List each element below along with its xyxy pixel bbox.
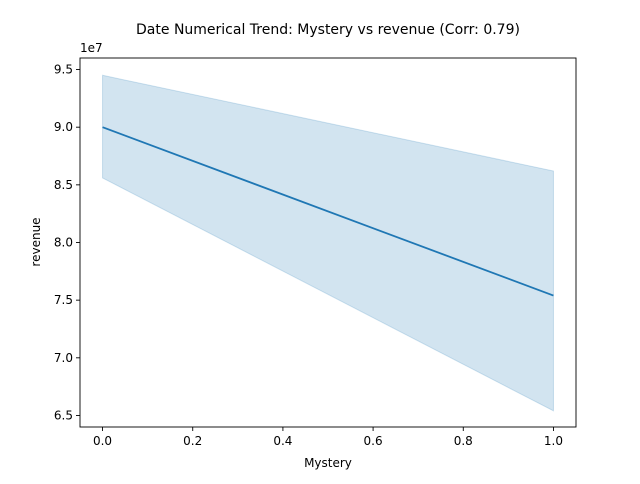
y-tick-label: 8.0 xyxy=(54,236,73,250)
confidence-band xyxy=(102,74,554,412)
y-axis-multiplier: 1e7 xyxy=(80,41,103,55)
y-tick-label: 9.0 xyxy=(54,120,73,134)
x-axis: 0.0 0.2 0.4 0.6 0.8 1.0 xyxy=(93,427,563,448)
x-tick-label: 0.8 xyxy=(454,434,473,448)
series-line xyxy=(102,126,554,297)
x-tick-label: 1.0 xyxy=(544,434,563,448)
x-tick-label: 0.0 xyxy=(93,434,112,448)
x-tick-label: 0.6 xyxy=(364,434,383,448)
y-tick-label: 6.5 xyxy=(54,408,73,422)
y-axis-label: revenue xyxy=(29,217,43,266)
x-tick-label: 0.2 xyxy=(183,434,202,448)
y-tick-label: 8.5 xyxy=(54,178,73,192)
y-axis: 6.5 7.0 7.5 8.0 8.5 9.0 9.5 xyxy=(54,63,80,422)
x-tick-label: 0.4 xyxy=(273,434,292,448)
y-tick-label: 9.5 xyxy=(54,63,73,77)
chart-title: Date Numerical Trend: Mystery vs revenue… xyxy=(136,22,520,38)
y-tick-label: 7.5 xyxy=(54,293,73,307)
x-axis-label: Mystery xyxy=(304,456,352,470)
y-tick-label: 7.0 xyxy=(54,351,73,365)
plot-area xyxy=(79,57,577,428)
